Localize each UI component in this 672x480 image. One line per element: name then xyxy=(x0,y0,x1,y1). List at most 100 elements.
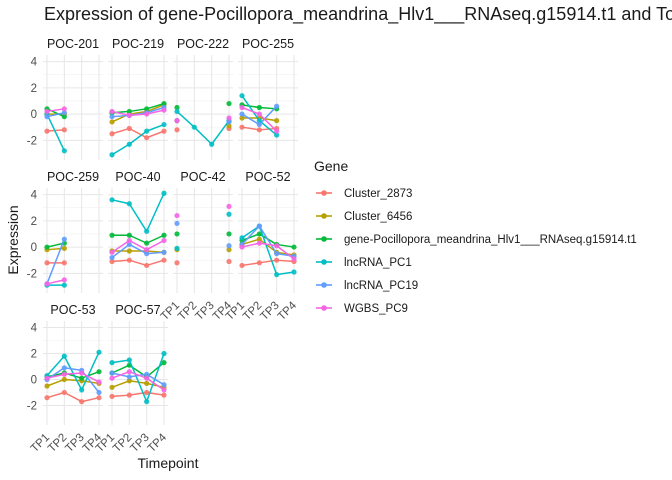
facet-strip-label: POC-57 xyxy=(115,303,160,317)
data-point xyxy=(109,197,115,203)
data-point xyxy=(161,232,167,238)
data-point xyxy=(239,244,245,250)
data-point xyxy=(61,245,67,251)
data-point xyxy=(174,260,180,266)
legend-item: lncRNA_PC19 xyxy=(316,280,418,292)
facet-strip-label: POC-52 xyxy=(245,170,290,184)
facet-strip-label: POC-53 xyxy=(50,303,95,317)
y-tick-label: 4 xyxy=(31,190,38,202)
y-tick-label: 0 xyxy=(31,375,37,387)
facet-panel: POC-259 xyxy=(43,170,103,293)
data-point xyxy=(274,251,280,257)
data-point xyxy=(61,376,67,383)
y-tick-label: 2 xyxy=(31,83,37,95)
data-point xyxy=(61,353,67,359)
data-point xyxy=(61,127,67,133)
data-point xyxy=(61,110,67,116)
series-line-segment xyxy=(46,355,65,377)
series-line-segment xyxy=(241,106,260,115)
legend: Gene Cluster_2873 Cluster_6456 gene-Pocill… xyxy=(314,158,637,315)
data-point xyxy=(239,262,245,269)
data-point xyxy=(109,375,115,381)
data-point xyxy=(256,240,262,246)
data-point xyxy=(144,375,150,381)
data-point xyxy=(256,127,262,133)
series-line-segment xyxy=(129,234,147,244)
data-point xyxy=(109,370,115,376)
series-line-segment xyxy=(241,104,260,109)
data-point xyxy=(274,132,280,138)
data-point xyxy=(226,123,232,129)
data-point xyxy=(191,124,197,130)
series-line-segment xyxy=(111,359,130,364)
data-point xyxy=(44,395,50,401)
data-point xyxy=(144,399,150,405)
data-point xyxy=(61,148,67,154)
series-line-segment xyxy=(128,130,148,145)
data-point xyxy=(161,360,167,366)
facet-strip-label: POC-259 xyxy=(47,170,99,184)
data-point xyxy=(109,393,115,399)
data-point xyxy=(144,106,150,112)
facet-panel: POC-219 xyxy=(108,37,168,160)
chart-title: Expression of gene-Pocillopora_meandrina… xyxy=(44,4,672,25)
data-point xyxy=(144,128,150,134)
y-tick-label: 2 xyxy=(31,216,37,228)
data-point xyxy=(44,128,50,134)
series-line-segment xyxy=(46,372,65,378)
data-point xyxy=(44,108,50,115)
data-point xyxy=(61,114,67,120)
legend-key-point xyxy=(321,190,327,196)
data-point xyxy=(144,380,150,386)
data-point xyxy=(126,125,132,132)
data-point xyxy=(44,260,50,266)
series-line-segment xyxy=(46,113,66,152)
series-line-segment xyxy=(146,251,165,255)
data-point xyxy=(109,254,115,261)
series-line-segment xyxy=(46,391,65,399)
data-point xyxy=(144,371,150,377)
data-point xyxy=(144,228,150,234)
series-line-segment xyxy=(81,396,100,403)
data-point xyxy=(126,112,132,118)
series-line-segment xyxy=(111,243,130,259)
series-line-segment xyxy=(276,243,295,248)
data-point xyxy=(174,104,180,111)
data-point xyxy=(79,387,85,393)
series-line-segment xyxy=(146,373,165,386)
facet-strip-label: POC-42 xyxy=(180,170,225,184)
series-line-segment xyxy=(241,225,260,239)
series-line-segment xyxy=(128,243,148,255)
series-line-segment xyxy=(46,373,65,379)
legend-item: lncRNA_PC1 xyxy=(316,257,412,269)
data-point xyxy=(161,100,167,107)
data-point xyxy=(161,350,167,357)
data-point xyxy=(61,389,67,396)
facet-strip-label: POC-255 xyxy=(242,37,294,51)
series-line-segment xyxy=(129,108,147,113)
data-point xyxy=(256,118,262,124)
data-point xyxy=(161,121,167,128)
data-point xyxy=(44,114,50,120)
data-point xyxy=(239,104,245,111)
y-tick-label: 0 xyxy=(31,109,37,121)
series-line-segment xyxy=(259,242,277,247)
series-line-segment xyxy=(276,259,295,263)
y-tick-label: 4 xyxy=(31,57,38,69)
series-line-segment xyxy=(111,259,130,263)
data-point xyxy=(256,223,262,229)
series-line-segment xyxy=(46,112,65,118)
data-point xyxy=(109,119,115,125)
x-axis-title: Timepoint xyxy=(138,455,199,471)
legend-label: WGBS_PC9 xyxy=(344,303,408,315)
data-point xyxy=(126,108,132,115)
data-point xyxy=(79,370,85,376)
series-line-segment xyxy=(146,239,165,251)
data-point xyxy=(256,111,262,117)
data-point xyxy=(161,237,167,244)
facet-strip-label: POC-40 xyxy=(115,170,160,184)
legend-label: lncRNA_PC19 xyxy=(344,280,418,292)
series-line-segment xyxy=(241,113,260,126)
y-tick-label: -2 xyxy=(27,401,37,413)
